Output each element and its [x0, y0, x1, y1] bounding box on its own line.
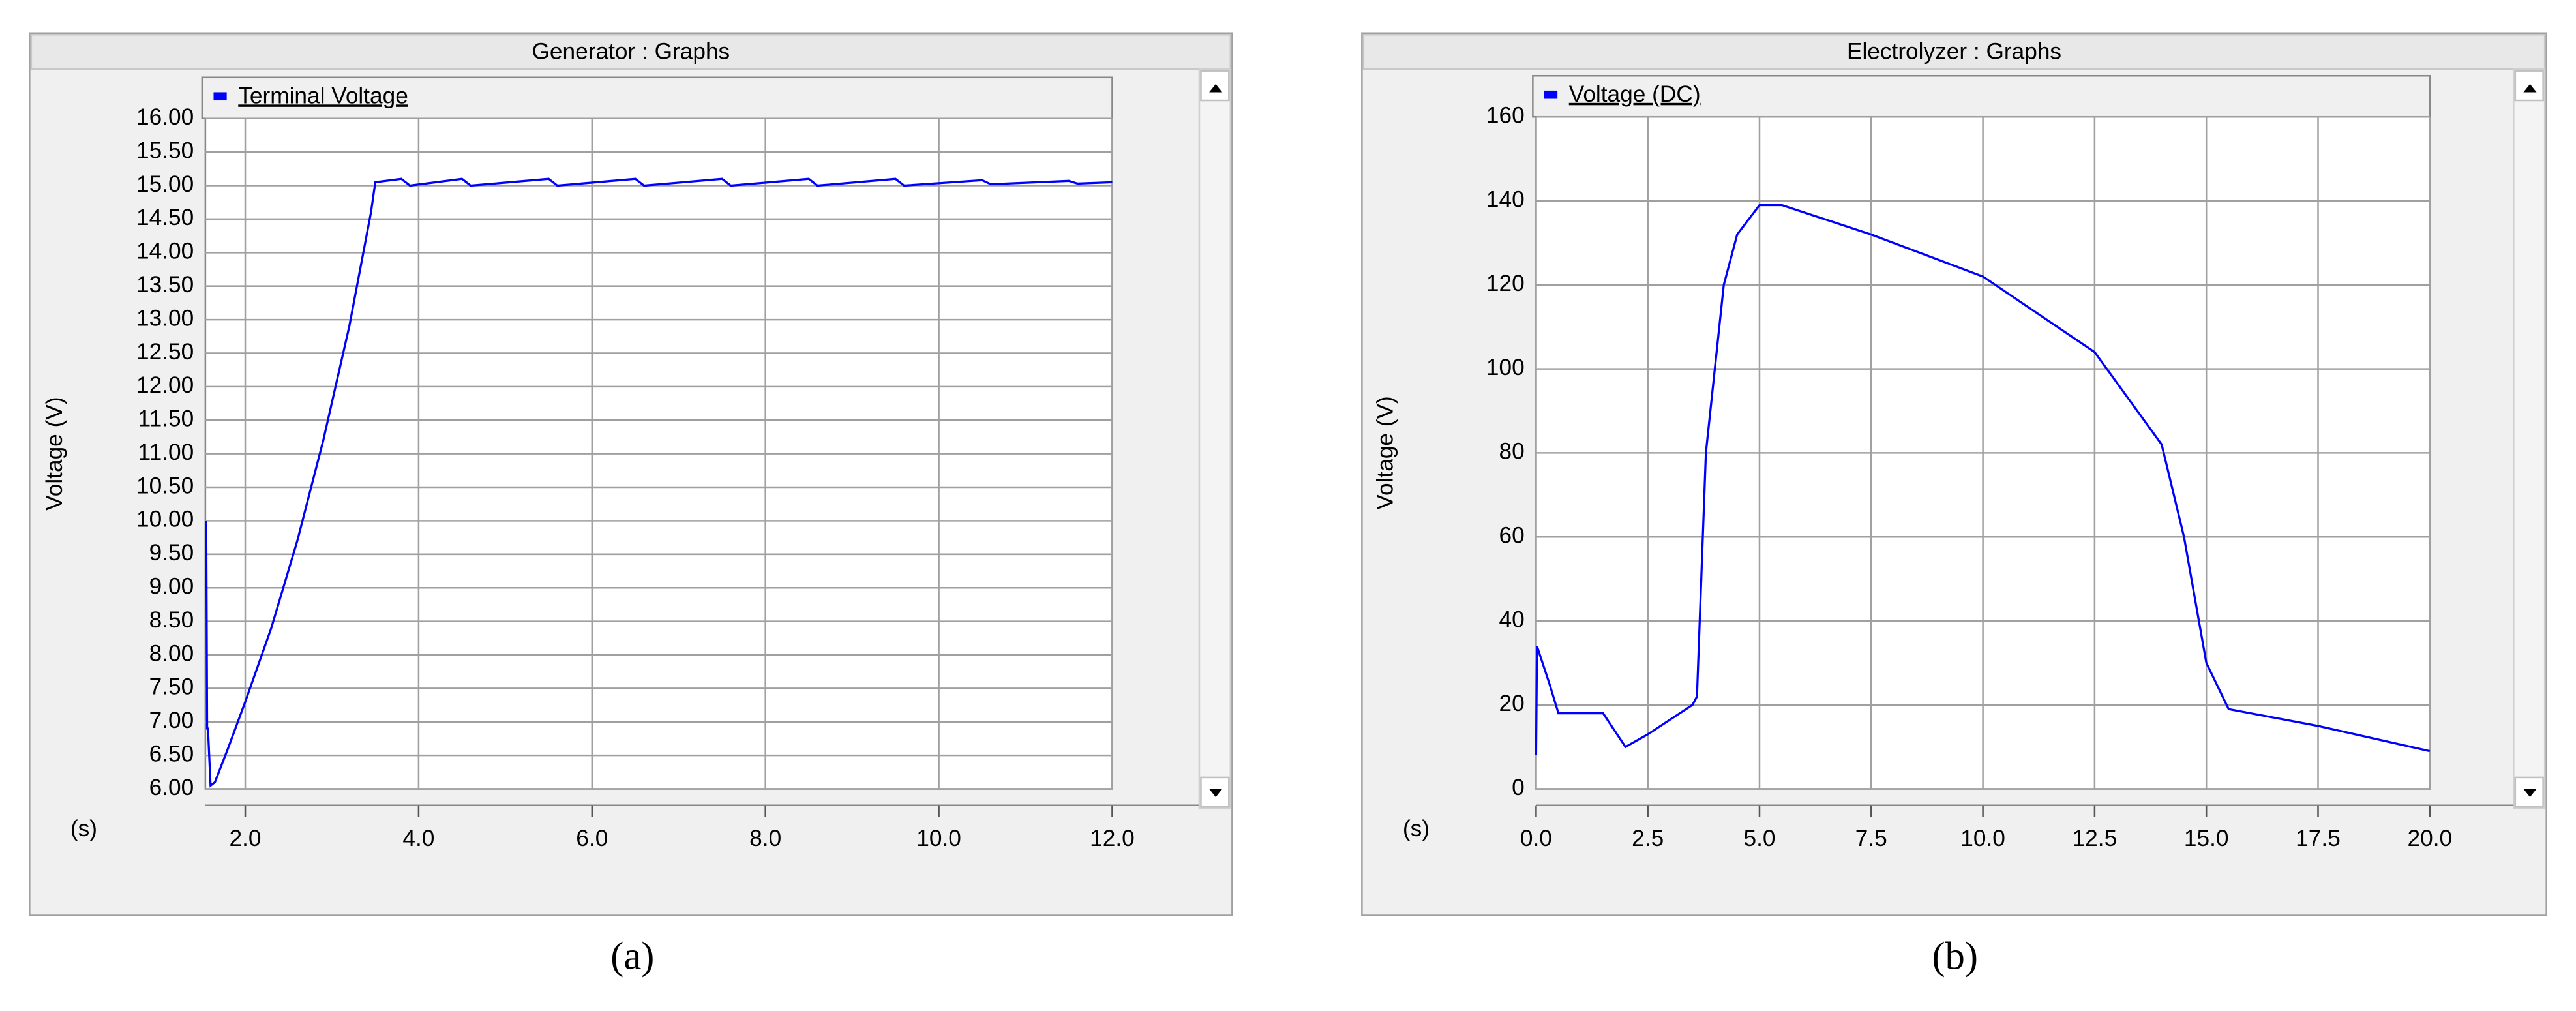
y-tick-label: 6.50 [149, 741, 194, 766]
x-tick-label: 10.0 [916, 826, 961, 851]
y-tick-label: 0 [1512, 775, 1525, 800]
scroll-up-arrow [1209, 83, 1223, 93]
y-tick-label: 140 [1486, 187, 1525, 212]
y-tick-label: 16.00 [136, 104, 194, 130]
x-tick-label: 12.0 [1090, 826, 1135, 851]
x-tick-label: 4.0 [402, 826, 434, 851]
caption: (a) [610, 934, 654, 978]
scroll-up-arrow [2523, 83, 2537, 93]
title-bar [1362, 34, 2546, 70]
x-axis-area [1363, 805, 2512, 914]
x-tick-label: 5.0 [1743, 826, 1775, 851]
y-tick-label: 14.50 [136, 205, 194, 230]
y-tick-label: 20 [1499, 691, 1525, 716]
x-tick-label: 8.0 [749, 826, 781, 851]
x-tick-label: 12.5 [2073, 826, 2118, 851]
y-tick-label: 9.50 [149, 540, 194, 566]
series-line [205, 177, 1113, 788]
y-tick-label: 40 [1499, 607, 1525, 632]
y-tick-label: 80 [1499, 439, 1525, 464]
y-tick-label: 9.00 [149, 574, 194, 599]
y-tick-label: 13.00 [136, 305, 194, 331]
y-tick-label: 100 [1486, 355, 1525, 380]
y-axis-label: Voltage (V) [1372, 396, 1398, 509]
y-tick-label: 6.00 [149, 775, 194, 800]
y-tick-label: 60 [1499, 522, 1525, 548]
y-tick-label: 13.50 [136, 272, 194, 297]
x-axis-label: (s) [70, 816, 97, 841]
legend-label: Voltage (DC) [1569, 82, 1701, 107]
scroll-down-arrow [2523, 789, 2537, 798]
y-tick-label: 12.50 [136, 339, 194, 365]
y-tick-label: 7.50 [149, 674, 194, 700]
x-tick-label: 7.5 [1855, 826, 1887, 851]
scrollbar [2513, 68, 2546, 810]
title-bar [30, 34, 1232, 70]
window-title: Generator : Graphs [532, 38, 730, 64]
y-tick-label: 12.00 [136, 372, 194, 398]
y-tick-label: 160 [1486, 103, 1525, 128]
x-tick-label: 2.5 [1632, 826, 1664, 851]
y-tick-label: 8.00 [149, 641, 194, 666]
x-tick-label: 10.0 [1960, 826, 2005, 851]
y-tick-label: 14.00 [136, 239, 194, 264]
legend-swatch [213, 92, 227, 101]
scroll-down-arrow [1209, 789, 1223, 798]
series-line [1535, 204, 2431, 756]
y-tick-label: 120 [1486, 271, 1525, 296]
scrollbar [1198, 68, 1232, 810]
legend-swatch [1544, 90, 1558, 99]
y-tick-label: 10.00 [136, 507, 194, 532]
y-tick-label: 11.00 [138, 440, 194, 465]
x-tick-label: 6.0 [576, 826, 608, 851]
y-tick-label: 15.00 [136, 172, 194, 197]
y-axis-label: Voltage (V) [42, 397, 67, 510]
legend-box [1532, 74, 2431, 118]
x-tick-label: 15.0 [2184, 826, 2229, 851]
y-tick-label: 15.50 [136, 138, 194, 163]
y-tick-label: 7.00 [149, 708, 194, 733]
x-tick-label: 2.0 [230, 826, 262, 851]
x-tick-label: 20.0 [2407, 826, 2452, 851]
caption: (b) [1932, 934, 1978, 978]
y-tick-label: 11.50 [138, 406, 194, 432]
window-title: Electrolyzer : Graphs [1847, 38, 2061, 64]
y-tick-label: 8.50 [149, 607, 194, 633]
x-tick-label: 0.0 [1520, 826, 1552, 851]
x-axis-area [31, 805, 1198, 914]
legend-label: Terminal Voltage [238, 83, 408, 108]
x-tick-label: 17.5 [2296, 826, 2341, 851]
legend-box [201, 76, 1113, 120]
x-axis-label: (s) [1403, 816, 1430, 841]
y-tick-label: 10.50 [136, 473, 194, 498]
